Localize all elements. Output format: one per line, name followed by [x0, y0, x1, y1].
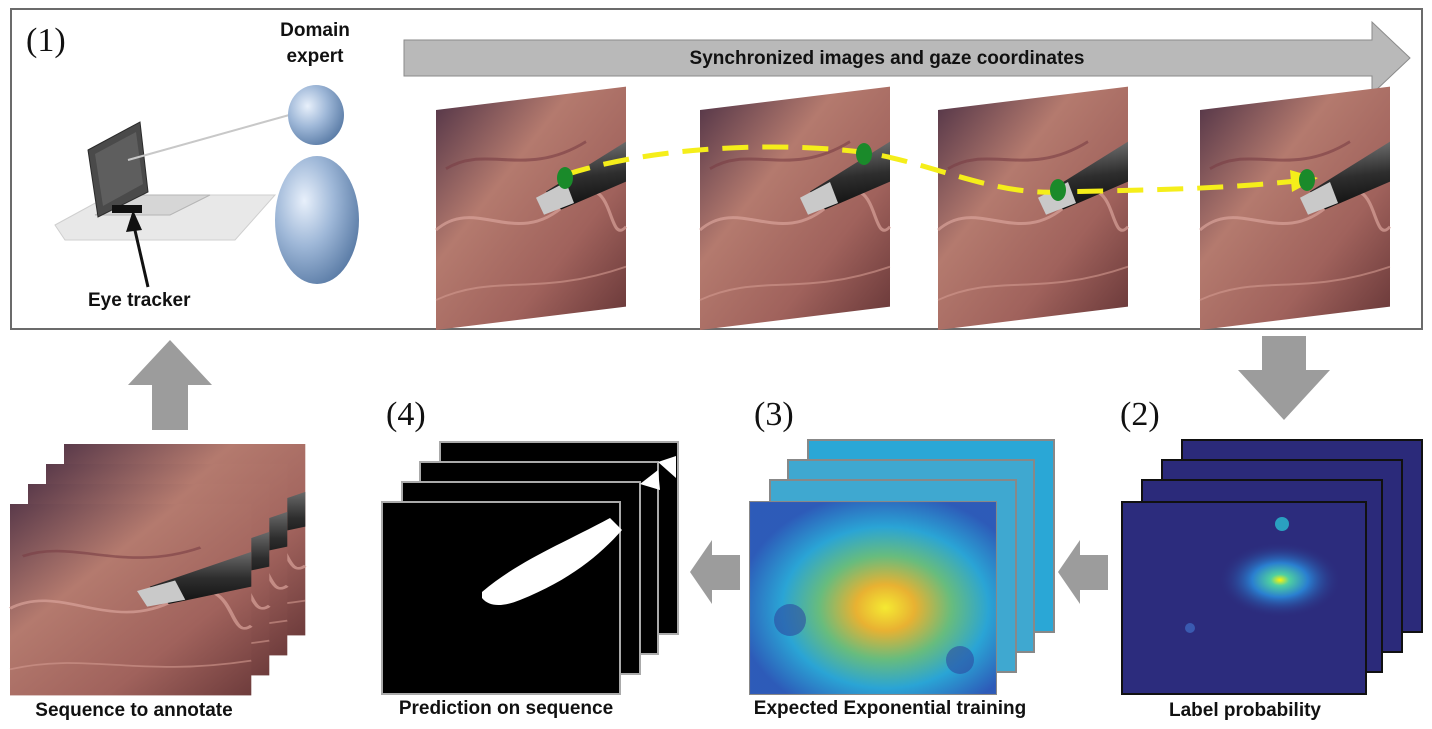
eye-tracker-pointer [132, 225, 150, 288]
stage2-number: (2) [1120, 396, 1160, 433]
arrow-down [1238, 336, 1330, 420]
arrow-left-2-3 [1058, 540, 1108, 604]
label-probability-caption: Label probability [1168, 700, 1322, 721]
expected-training-caption: Expected Exponential training [753, 698, 1027, 719]
stage3-number: (3) [754, 396, 794, 433]
probability-stack [1121, 439, 1423, 695]
gaze-point-4 [1299, 169, 1315, 191]
stage4-number: (4) [386, 396, 426, 433]
frame-1 [434, 85, 628, 332]
person-silhouette-icon [275, 85, 359, 284]
sequence-caption: Sequence to annotate [35, 700, 233, 721]
frame-3 [936, 85, 1130, 332]
domain-expert-label-line2: expert [286, 46, 344, 67]
eye-tracker-label: Eye tracker [88, 290, 191, 311]
gaze-path [564, 144, 1306, 195]
sync-arrow [403, 20, 1411, 96]
gaze-point-3 [1050, 179, 1066, 201]
heatmap-stack [749, 439, 1055, 695]
mask-stack [381, 441, 679, 695]
sequence-stack [8, 442, 308, 698]
sync-arrow-label: Synchronized images and gaze coordinates [689, 48, 1085, 69]
frame-2 [698, 85, 892, 332]
domain-expert-label-line1: Domain [280, 20, 350, 41]
prediction-caption: Prediction on sequence [398, 698, 614, 719]
stage1-number: (1) [26, 22, 66, 59]
arrow-up [128, 340, 212, 430]
arrow-left-3-4 [690, 540, 740, 604]
frame-4 [1198, 85, 1392, 332]
acquisition-panel [10, 8, 1423, 330]
laptop-eye-tracker-icon [54, 111, 301, 241]
eye-tracker-pointer-head [126, 210, 142, 232]
gaze-point-2 [856, 143, 872, 165]
gaze-point-1 [557, 167, 573, 189]
